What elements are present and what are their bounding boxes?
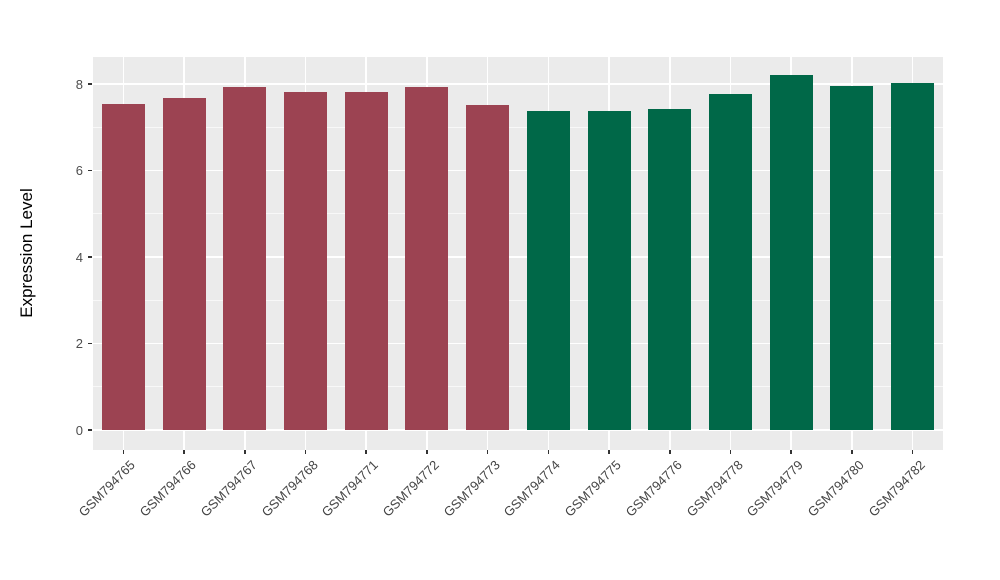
x-tick-label: GSM794776 [622,457,685,520]
y-tick-mark [88,169,92,172]
x-tick-mark [122,450,125,454]
y-tick-mark [88,256,92,258]
y-tick-label: 4 [75,249,83,265]
gridline-minor [93,299,943,301]
gridline-major [93,169,943,172]
bar-GSM794773 [466,105,510,431]
bar-GSM794765 [101,103,145,431]
x-tick-label: GSM794774 [501,457,564,520]
bar-GSM794771 [344,91,388,431]
x-tick-mark [547,450,550,454]
x-tick-label: GSM794768 [258,457,321,520]
x-tick-label: GSM794772 [379,457,442,520]
bar-GSM794776 [648,109,692,431]
y-tick-label: 6 [75,163,83,179]
x-tick-label: GSM794771 [318,457,382,520]
x-tick-label: GSM794767 [197,457,260,520]
gridline-major [93,342,943,345]
x-tick-mark [183,450,185,454]
bar-GSM794782 [891,83,935,431]
x-tick-mark [426,450,428,454]
gridline-major [93,429,943,431]
gridline-major [93,256,943,258]
x-tick-mark [669,450,671,454]
x-tick-label: GSM794779 [743,457,807,520]
y-tick-mark [88,429,92,431]
bar-GSM794779 [769,74,813,431]
y-tick-mark [88,342,92,345]
y-tick-label: 2 [75,336,83,352]
x-tick-mark [790,450,792,454]
y-tick-label: 0 [75,422,83,438]
x-tick-label: GSM794778 [683,457,746,520]
y-tick-mark [88,83,92,85]
x-tick-label: GSM794765 [76,457,139,520]
gridline-minor [93,126,943,128]
x-tick-label: GSM794780 [804,457,867,520]
bar-GSM794778 [708,94,753,431]
bar-GSM794780 [830,86,874,431]
x-tick-mark [851,450,853,454]
bar-GSM794774 [526,111,570,431]
x-tick-mark [244,450,246,454]
x-tick-label: GSM794775 [561,457,624,520]
y-axis-title: Expression Level [17,188,36,318]
bar-GSM794766 [162,98,206,431]
x-tick-label: GSM794766 [136,457,199,520]
gridline-major [93,83,943,85]
x-tick-mark [911,450,914,454]
x-tick-label: GSM794773 [440,457,503,520]
x-tick-mark [729,450,732,454]
y-tick-label: 8 [75,76,83,92]
bar-GSM794768 [283,91,328,431]
x-tick-label: GSM794782 [865,457,928,520]
x-tick-mark [486,450,489,454]
x-tick-mark [365,450,367,454]
x-tick-mark [608,450,610,454]
bar-GSM794772 [405,87,449,431]
bar-GSM794767 [223,87,267,431]
bar-GSM794775 [587,111,631,431]
plot-panel [93,57,943,450]
x-tick-mark [304,450,307,454]
gridline-minor [93,213,943,215]
gridline-minor [93,386,943,388]
